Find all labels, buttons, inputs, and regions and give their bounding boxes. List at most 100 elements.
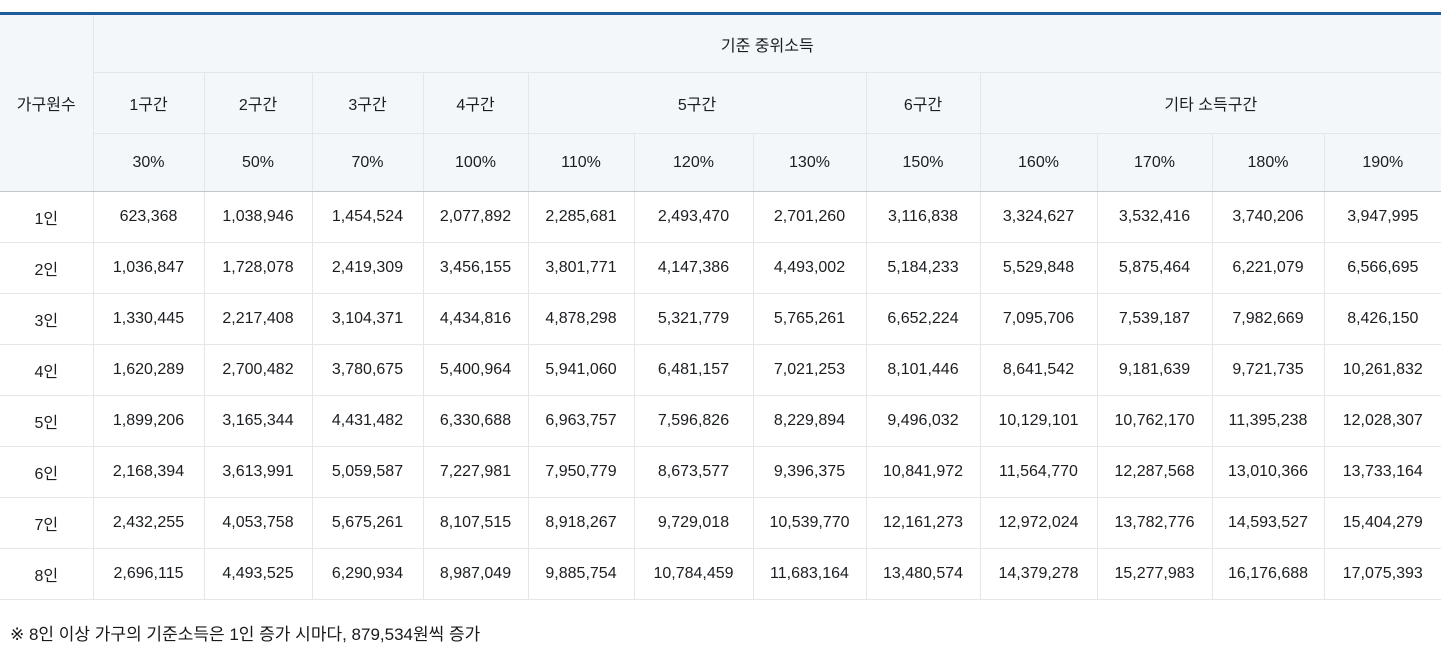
income-value-cell: 9,721,735: [1211, 344, 1325, 396]
income-value-cell: 15,277,983: [1096, 548, 1213, 600]
income-value-cell: 6,481,157: [633, 344, 754, 396]
income-value-cell: 12,287,568: [1096, 446, 1213, 498]
income-value-cell: 3,613,991: [203, 446, 313, 498]
percent-header: 160%: [979, 133, 1098, 192]
income-value-cell: 2,696,115: [92, 548, 205, 600]
percent-header: 190%: [1323, 133, 1441, 192]
income-value-cell: 8,101,446: [865, 344, 981, 396]
income-value-cell: 7,227,981: [422, 446, 529, 498]
income-value-cell: 2,285,681: [527, 191, 635, 243]
income-value-cell: 13,733,164: [1323, 446, 1441, 498]
row-label-household-size: 3인: [0, 293, 94, 345]
income-value-cell: 4,493,525: [203, 548, 313, 600]
percent-header: 30%: [93, 133, 205, 192]
income-value-cell: 3,324,627: [979, 191, 1098, 243]
income-value-cell: 1,036,847: [92, 242, 205, 294]
percent-header: 50%: [203, 133, 313, 192]
group-header-other-brackets: 기타 소득구간: [979, 72, 1441, 134]
income-value-cell: 8,918,267: [527, 497, 635, 549]
table-row: 5인 1,899,206 3,165,344 4,431,482 6,330,688 6,…: [0, 395, 1441, 447]
group-header-bracket-5: 5구간: [527, 72, 867, 134]
income-value-cell: 2,419,309: [311, 242, 424, 294]
income-value-cell: 6,221,079: [1211, 242, 1325, 294]
income-value-cell: 2,077,892: [422, 191, 529, 243]
income-value-cell: 16,176,688: [1211, 548, 1325, 600]
group-header-bracket-2: 2구간: [203, 72, 313, 134]
income-value-cell: 14,379,278: [979, 548, 1098, 600]
income-value-cell: 9,181,639: [1096, 344, 1213, 396]
table-row: 1인 623,368 1,038,946 1,454,524 2,077,892 2,28…: [0, 191, 1441, 243]
income-value-cell: 8,107,515: [422, 497, 529, 549]
income-value-cell: 5,765,261: [752, 293, 867, 345]
table-title-header: 기준 중위소득: [92, 13, 1441, 73]
table-body: 1인 623,368 1,038,946 1,454,524 2,077,892 2,28…: [0, 191, 1441, 600]
group-header-bracket-6: 6구간: [865, 72, 981, 134]
income-value-cell: 9,496,032: [865, 395, 981, 447]
income-value-cell: 12,972,024: [979, 497, 1098, 549]
income-value-cell: 3,104,371: [311, 293, 424, 345]
income-value-cell: 2,432,255: [92, 497, 205, 549]
income-value-cell: 4,878,298: [527, 293, 635, 345]
percent-header: 100%: [422, 133, 529, 192]
row-label-household-size: 7인: [0, 497, 94, 549]
income-value-cell: 4,147,386: [633, 242, 754, 294]
income-value-cell: 5,529,848: [979, 242, 1098, 294]
income-value-cell: 5,675,261: [311, 497, 424, 549]
income-value-cell: 3,801,771: [527, 242, 635, 294]
income-value-cell: 1,728,078: [203, 242, 313, 294]
income-value-cell: 12,161,273: [865, 497, 981, 549]
income-value-cell: 9,885,754: [527, 548, 635, 600]
percent-header: 130%: [752, 133, 867, 192]
table-row: 8인 2,696,115 4,493,525 6,290,934 8,987,049 9,…: [0, 548, 1441, 600]
income-value-cell: 1,899,206: [92, 395, 205, 447]
income-value-cell: 15,404,279: [1323, 497, 1441, 549]
income-value-cell: 11,564,770: [979, 446, 1098, 498]
row-label-household-size: 5인: [0, 395, 94, 447]
income-value-cell: 2,700,482: [203, 344, 313, 396]
table-row: 3인 1,330,445 2,217,408 3,104,371 4,434,816 4,…: [0, 293, 1441, 345]
income-value-cell: 5,184,233: [865, 242, 981, 294]
income-value-cell: 17,075,393: [1323, 548, 1441, 600]
header-percent-row: 30% 50% 70% 100% 110% 120% 130% 150% 160…: [0, 133, 1441, 192]
income-value-cell: 11,683,164: [752, 548, 867, 600]
income-value-cell: 7,982,669: [1211, 293, 1325, 345]
table-row: 7인 2,432,255 4,053,758 5,675,261 8,107,515 8,…: [0, 497, 1441, 549]
income-value-cell: 6,963,757: [527, 395, 635, 447]
income-value-cell: 5,059,587: [311, 446, 424, 498]
income-value-cell: 2,217,408: [203, 293, 313, 345]
income-value-cell: 13,480,574: [865, 548, 981, 600]
percent-header: 180%: [1211, 133, 1325, 192]
row-label-household-size: 1인: [0, 191, 94, 243]
table-row: 2인 1,036,847 1,728,078 2,419,309 3,456,155 3,…: [0, 242, 1441, 294]
income-value-cell: 7,021,253: [752, 344, 867, 396]
income-value-cell: 4,431,482: [311, 395, 424, 447]
percent-header: 170%: [1096, 133, 1213, 192]
income-value-cell: 6,652,224: [865, 293, 981, 345]
group-header-bracket-1: 1구간: [93, 72, 205, 134]
income-value-cell: 3,116,838: [865, 191, 981, 243]
income-value-cell: 6,290,934: [311, 548, 424, 600]
percent-header: 150%: [865, 133, 981, 192]
income-value-cell: 11,395,238: [1211, 395, 1325, 447]
header-group-row: 1구간 2구간 3구간 4구간 5구간 6구간 기타 소득구간: [0, 72, 1441, 134]
percent-header: 110%: [527, 133, 635, 192]
income-value-cell: 6,330,688: [422, 395, 529, 447]
income-value-cell: 8,229,894: [752, 395, 867, 447]
row-label-household-size: 2인: [0, 242, 94, 294]
income-value-cell: 7,596,826: [633, 395, 754, 447]
income-value-cell: 4,434,816: [422, 293, 529, 345]
income-value-cell: 2,493,470: [633, 191, 754, 243]
income-value-cell: 10,129,101: [979, 395, 1098, 447]
income-value-cell: 2,701,260: [752, 191, 867, 243]
income-value-cell: 7,539,187: [1096, 293, 1213, 345]
income-value-cell: 13,782,776: [1096, 497, 1213, 549]
income-value-cell: 9,729,018: [633, 497, 754, 549]
income-value-cell: 1,330,445: [92, 293, 205, 345]
income-value-cell: 3,532,416: [1096, 191, 1213, 243]
corner-header-household-size: 가구원수: [0, 13, 94, 192]
income-value-cell: 8,426,150: [1323, 293, 1441, 345]
income-value-cell: 8,673,577: [633, 446, 754, 498]
table-row: 6인 2,168,394 3,613,991 5,059,587 7,227,981 7,…: [0, 446, 1441, 498]
income-value-cell: 3,947,995: [1323, 191, 1441, 243]
